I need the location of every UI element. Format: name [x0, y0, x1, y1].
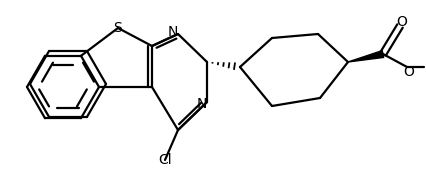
Text: S: S [114, 21, 122, 35]
Text: N: N [197, 97, 207, 111]
Text: N: N [168, 25, 178, 39]
Text: Cl: Cl [158, 153, 172, 167]
Text: O: O [403, 65, 414, 79]
Text: O: O [397, 15, 407, 29]
Polygon shape [348, 51, 384, 62]
